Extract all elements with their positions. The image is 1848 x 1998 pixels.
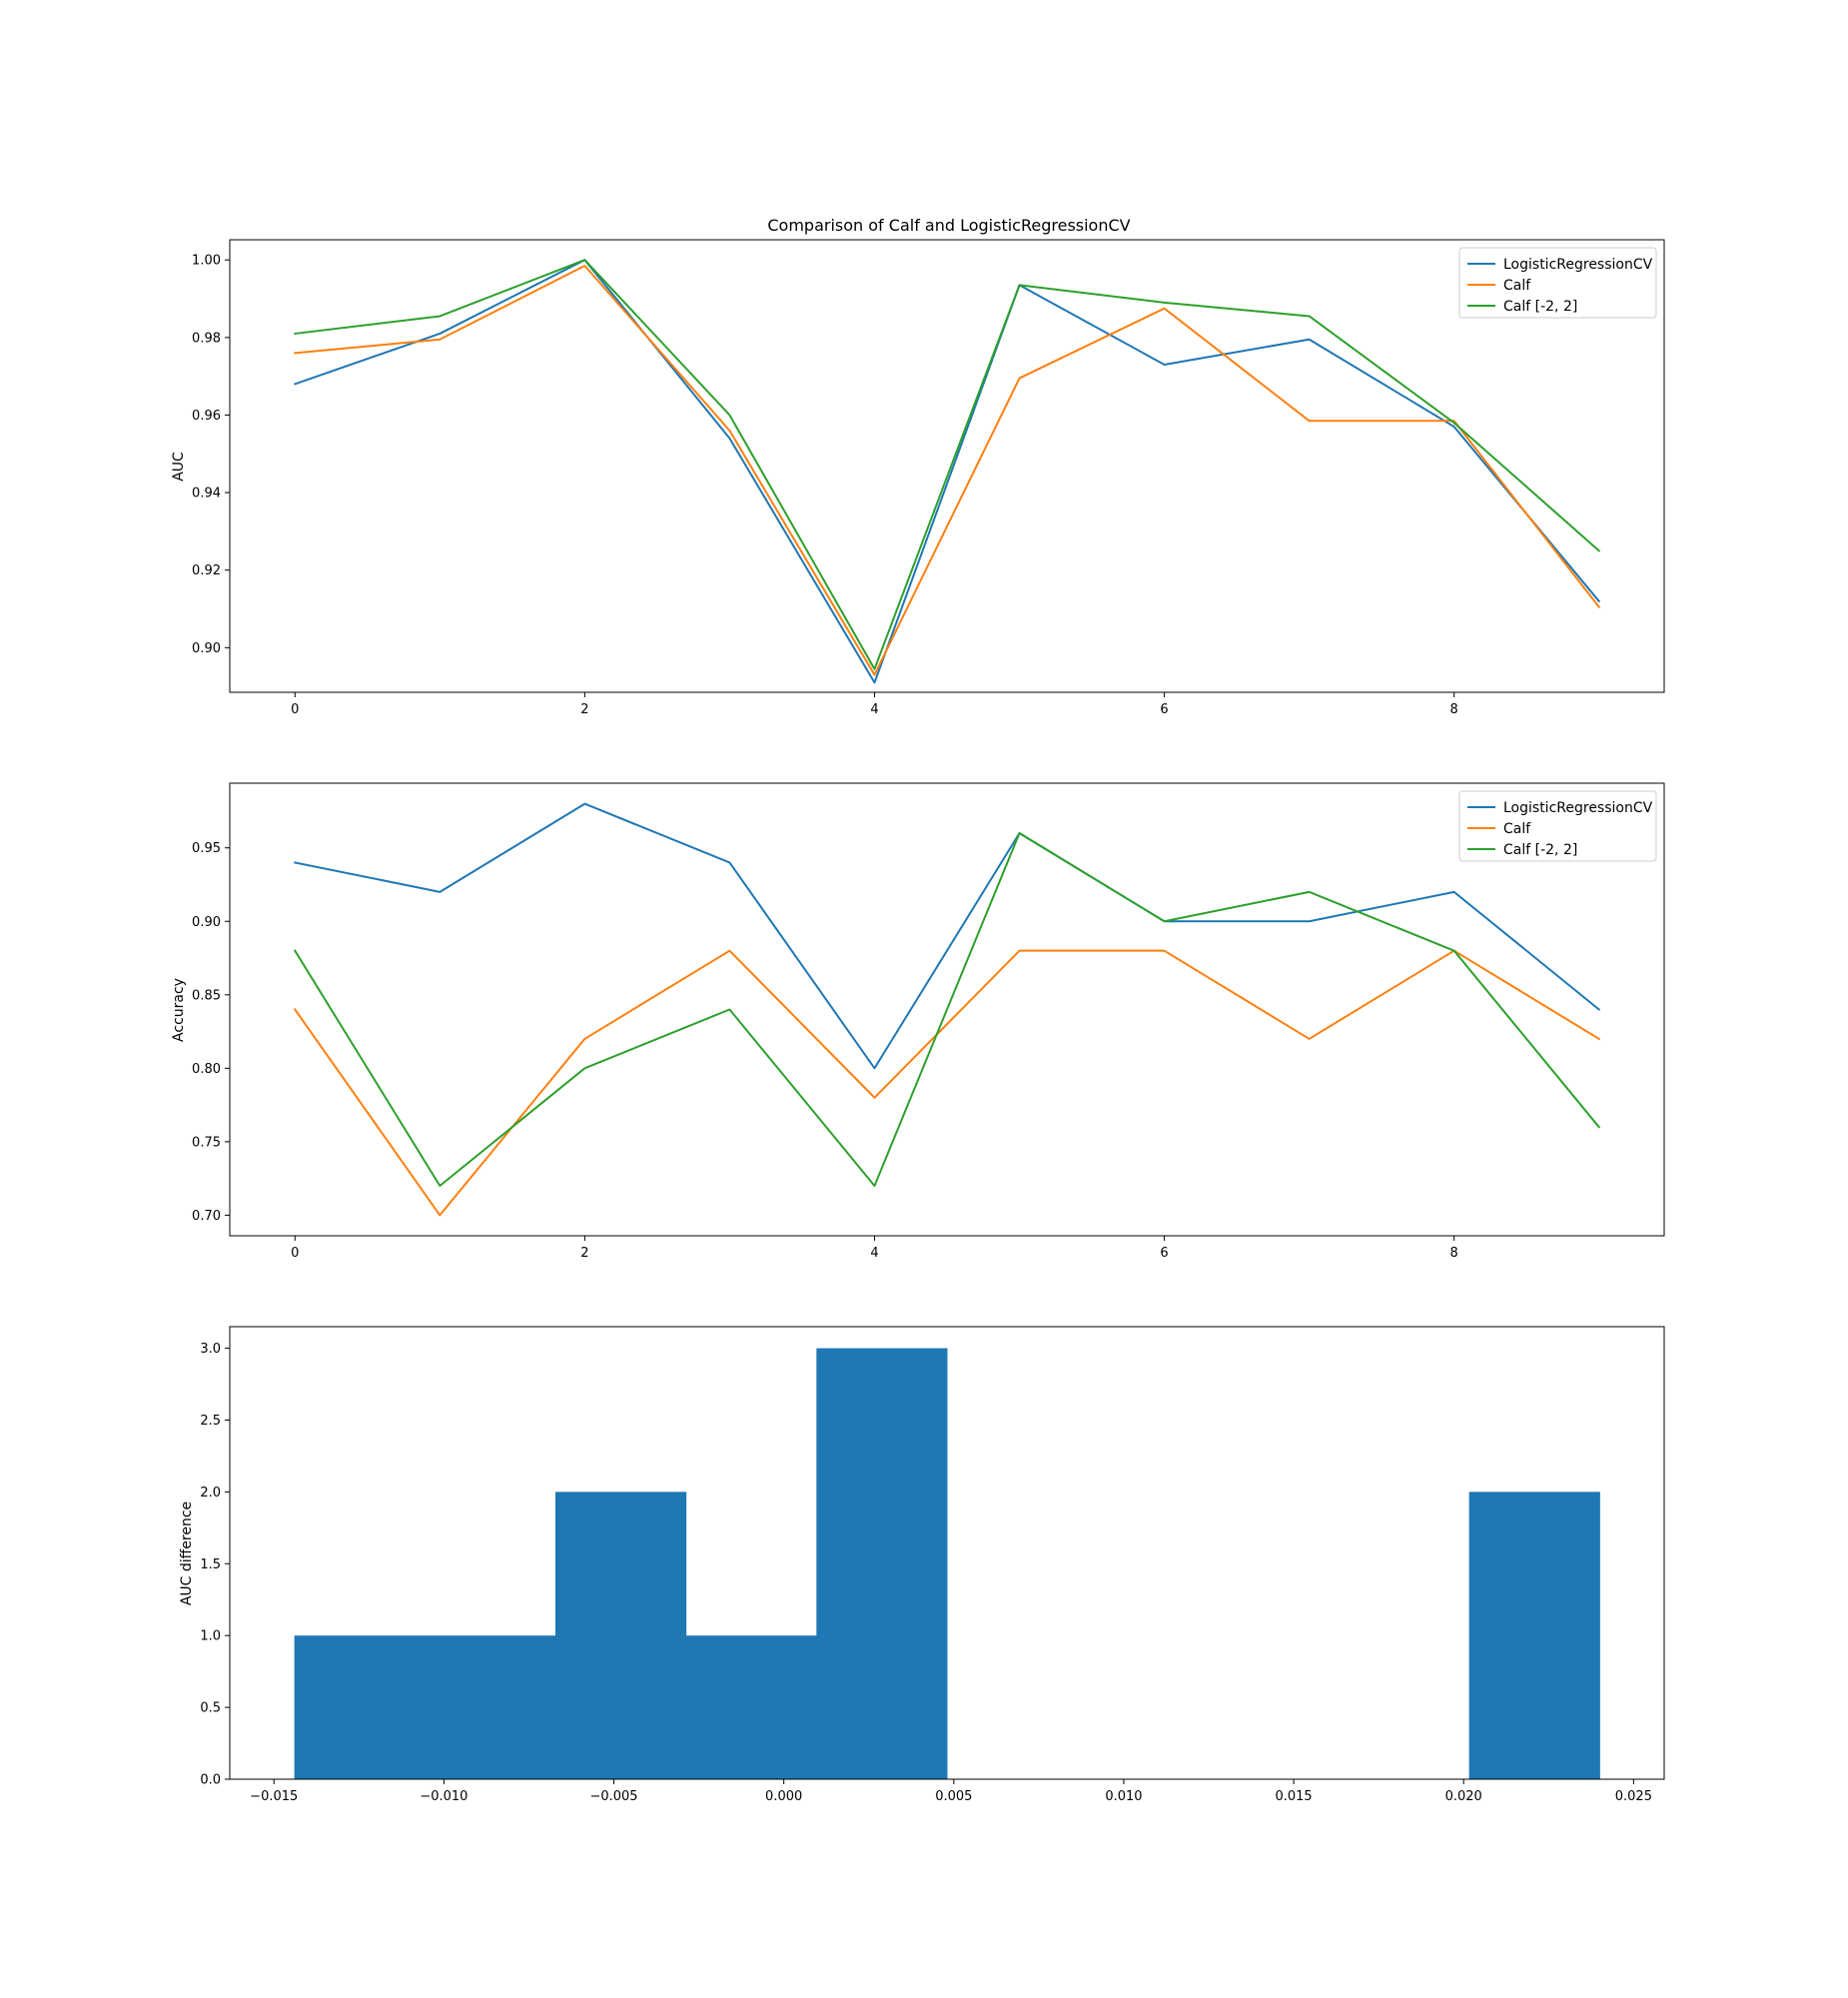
legend-label-1: Calf bbox=[1503, 821, 1531, 837]
x-tick-label: 4 bbox=[870, 702, 878, 717]
y-tick-label: 0.75 bbox=[192, 1135, 221, 1150]
x-tick-label: 0.020 bbox=[1445, 1789, 1482, 1804]
plot-frame bbox=[229, 1326, 1665, 1780]
legend-label-0: LogisticRegressionCV bbox=[1503, 800, 1653, 816]
x-tick-label: 8 bbox=[1450, 702, 1458, 717]
y-tick-label: 0.95 bbox=[192, 841, 221, 856]
x-tick-label: 4 bbox=[870, 1246, 878, 1261]
histogram-bar bbox=[425, 1635, 556, 1779]
y-tick-label: 3.0 bbox=[200, 1342, 221, 1357]
histogram-bar bbox=[294, 1635, 426, 1779]
x-tick-label: 0.025 bbox=[1615, 1789, 1652, 1804]
x-tick-label: 0.015 bbox=[1275, 1789, 1312, 1804]
x-tick-label: 2 bbox=[580, 1246, 588, 1261]
x-tick-label: −0.015 bbox=[250, 1789, 298, 1804]
y-tick-label: 0.70 bbox=[192, 1209, 221, 1224]
plot-frame bbox=[229, 239, 1665, 693]
x-tick-label: 0.010 bbox=[1105, 1789, 1142, 1804]
legend-box bbox=[1458, 790, 1657, 862]
x-tick-label: −0.005 bbox=[589, 1789, 637, 1804]
x-tick-label: 0 bbox=[291, 1246, 299, 1261]
y-tick-label: 0.90 bbox=[192, 641, 221, 656]
series-line-2 bbox=[294, 259, 1601, 670]
x-tick-label: 0 bbox=[291, 702, 299, 717]
y-tick-label: 0.98 bbox=[192, 331, 221, 346]
histogram-bar bbox=[554, 1492, 687, 1779]
y-axis-label-auc: AUC bbox=[171, 452, 187, 482]
legend-label-2: Calf [-2, 2] bbox=[1503, 299, 1577, 315]
auc-line-chart: Comparison of Calf and LogisticRegressio… bbox=[171, 216, 1665, 717]
y-tick-label: 0.85 bbox=[192, 988, 221, 1003]
y-tick-label: 0.96 bbox=[192, 409, 221, 424]
series-line-0 bbox=[293, 259, 1601, 684]
x-tick-label: 6 bbox=[1160, 702, 1168, 717]
y-tick-label: 1.0 bbox=[200, 1629, 221, 1644]
series-line-2 bbox=[293, 832, 1601, 1187]
y-tick-label: 0.80 bbox=[192, 1062, 221, 1077]
y-tick-label: 0.90 bbox=[192, 915, 221, 930]
y-tick-label: 0.94 bbox=[192, 487, 221, 501]
histogram-bar bbox=[1468, 1492, 1600, 1779]
y-tick-label: 1.00 bbox=[192, 254, 221, 269]
x-tick-label: 8 bbox=[1450, 1246, 1458, 1261]
plot-frame bbox=[229, 782, 1665, 1237]
y-tick-label: 0.0 bbox=[200, 1773, 221, 1788]
y-tick-label: 0.92 bbox=[192, 563, 221, 578]
chart-title: Comparison of Calf and LogisticRegressio… bbox=[767, 216, 1130, 235]
series-line-0 bbox=[294, 802, 1601, 1070]
y-tick-label: 0.5 bbox=[200, 1701, 221, 1716]
legend-label-0: LogisticRegressionCV bbox=[1503, 257, 1653, 273]
auc-difference-histogram: AUC difference −0.015 −0.010 −0.005 0.000 0.… bbox=[179, 1326, 1665, 1804]
legend-box bbox=[1458, 247, 1657, 319]
x-tick-label: 2 bbox=[580, 702, 588, 717]
legend-label-1: Calf bbox=[1503, 278, 1531, 294]
x-tick-label: 0.000 bbox=[765, 1789, 802, 1804]
accuracy-line-chart: Accuracy 0 2 4 6 8 0.70 0.75 0.80 0.85 0.90 0.95 Lo… bbox=[171, 782, 1665, 1261]
legend-label-2: Calf [-2, 2] bbox=[1503, 842, 1577, 858]
series-line-1 bbox=[294, 265, 1601, 676]
y-tick-label: 2.0 bbox=[200, 1486, 221, 1500]
y-axis-label-auc-difference: AUC difference bbox=[179, 1501, 195, 1605]
y-tick-label: 1.5 bbox=[200, 1557, 221, 1572]
histogram-bar bbox=[816, 1348, 948, 1779]
x-tick-label: 6 bbox=[1160, 1246, 1168, 1261]
x-tick-label: −0.010 bbox=[420, 1789, 467, 1804]
x-tick-label: 0.005 bbox=[935, 1789, 972, 1804]
histogram-bar bbox=[685, 1635, 817, 1779]
y-tick-label: 2.5 bbox=[200, 1414, 221, 1429]
y-axis-label-accuracy: Accuracy bbox=[171, 978, 187, 1042]
